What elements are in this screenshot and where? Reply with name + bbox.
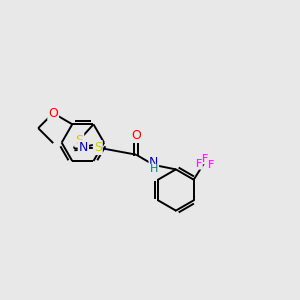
Text: F: F xyxy=(208,160,214,170)
Text: N: N xyxy=(149,156,158,169)
Text: H: H xyxy=(150,164,158,174)
Text: F: F xyxy=(196,159,202,169)
Text: S: S xyxy=(94,141,102,154)
Text: N: N xyxy=(79,140,88,154)
Text: O: O xyxy=(48,107,58,120)
Text: F: F xyxy=(202,154,209,164)
Text: S: S xyxy=(75,134,83,146)
Text: O: O xyxy=(131,129,141,142)
